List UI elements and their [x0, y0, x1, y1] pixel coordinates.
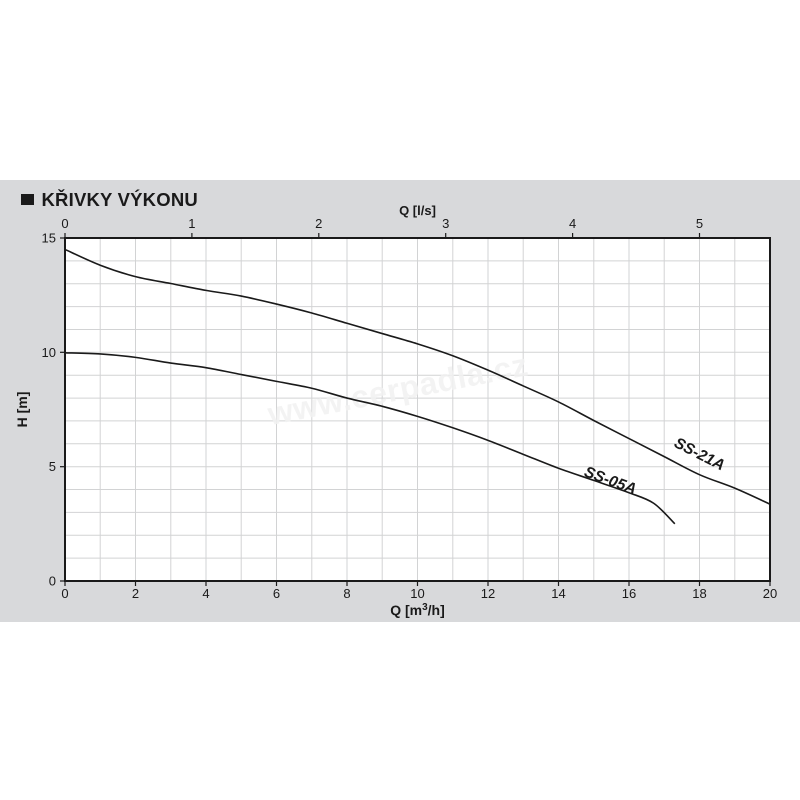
svg-text:4: 4: [202, 586, 209, 601]
svg-text:Q [m3/h]: Q [m3/h]: [390, 602, 445, 619]
svg-text:8: 8: [343, 586, 350, 601]
svg-text:0: 0: [49, 574, 56, 589]
svg-text:5: 5: [696, 216, 703, 231]
svg-text:4: 4: [569, 216, 576, 231]
svg-text:0: 0: [61, 586, 68, 601]
svg-text:5: 5: [49, 459, 56, 474]
svg-text:3: 3: [442, 216, 449, 231]
svg-text:12: 12: [481, 586, 495, 601]
svg-text:Q [l/s]: Q [l/s]: [399, 203, 436, 218]
svg-text:6: 6: [273, 586, 280, 601]
svg-text:15: 15: [42, 231, 56, 246]
svg-text:10: 10: [42, 345, 56, 360]
svg-text:2: 2: [132, 586, 139, 601]
svg-text:2: 2: [315, 216, 322, 231]
svg-text:1: 1: [188, 216, 195, 231]
svg-text:H [m]: H [m]: [14, 392, 30, 428]
svg-text:18: 18: [692, 586, 706, 601]
svg-text:0: 0: [61, 216, 68, 231]
svg-text:14: 14: [551, 586, 565, 601]
svg-text:20: 20: [763, 586, 777, 601]
svg-text:16: 16: [622, 586, 636, 601]
svg-text:10: 10: [410, 586, 424, 601]
